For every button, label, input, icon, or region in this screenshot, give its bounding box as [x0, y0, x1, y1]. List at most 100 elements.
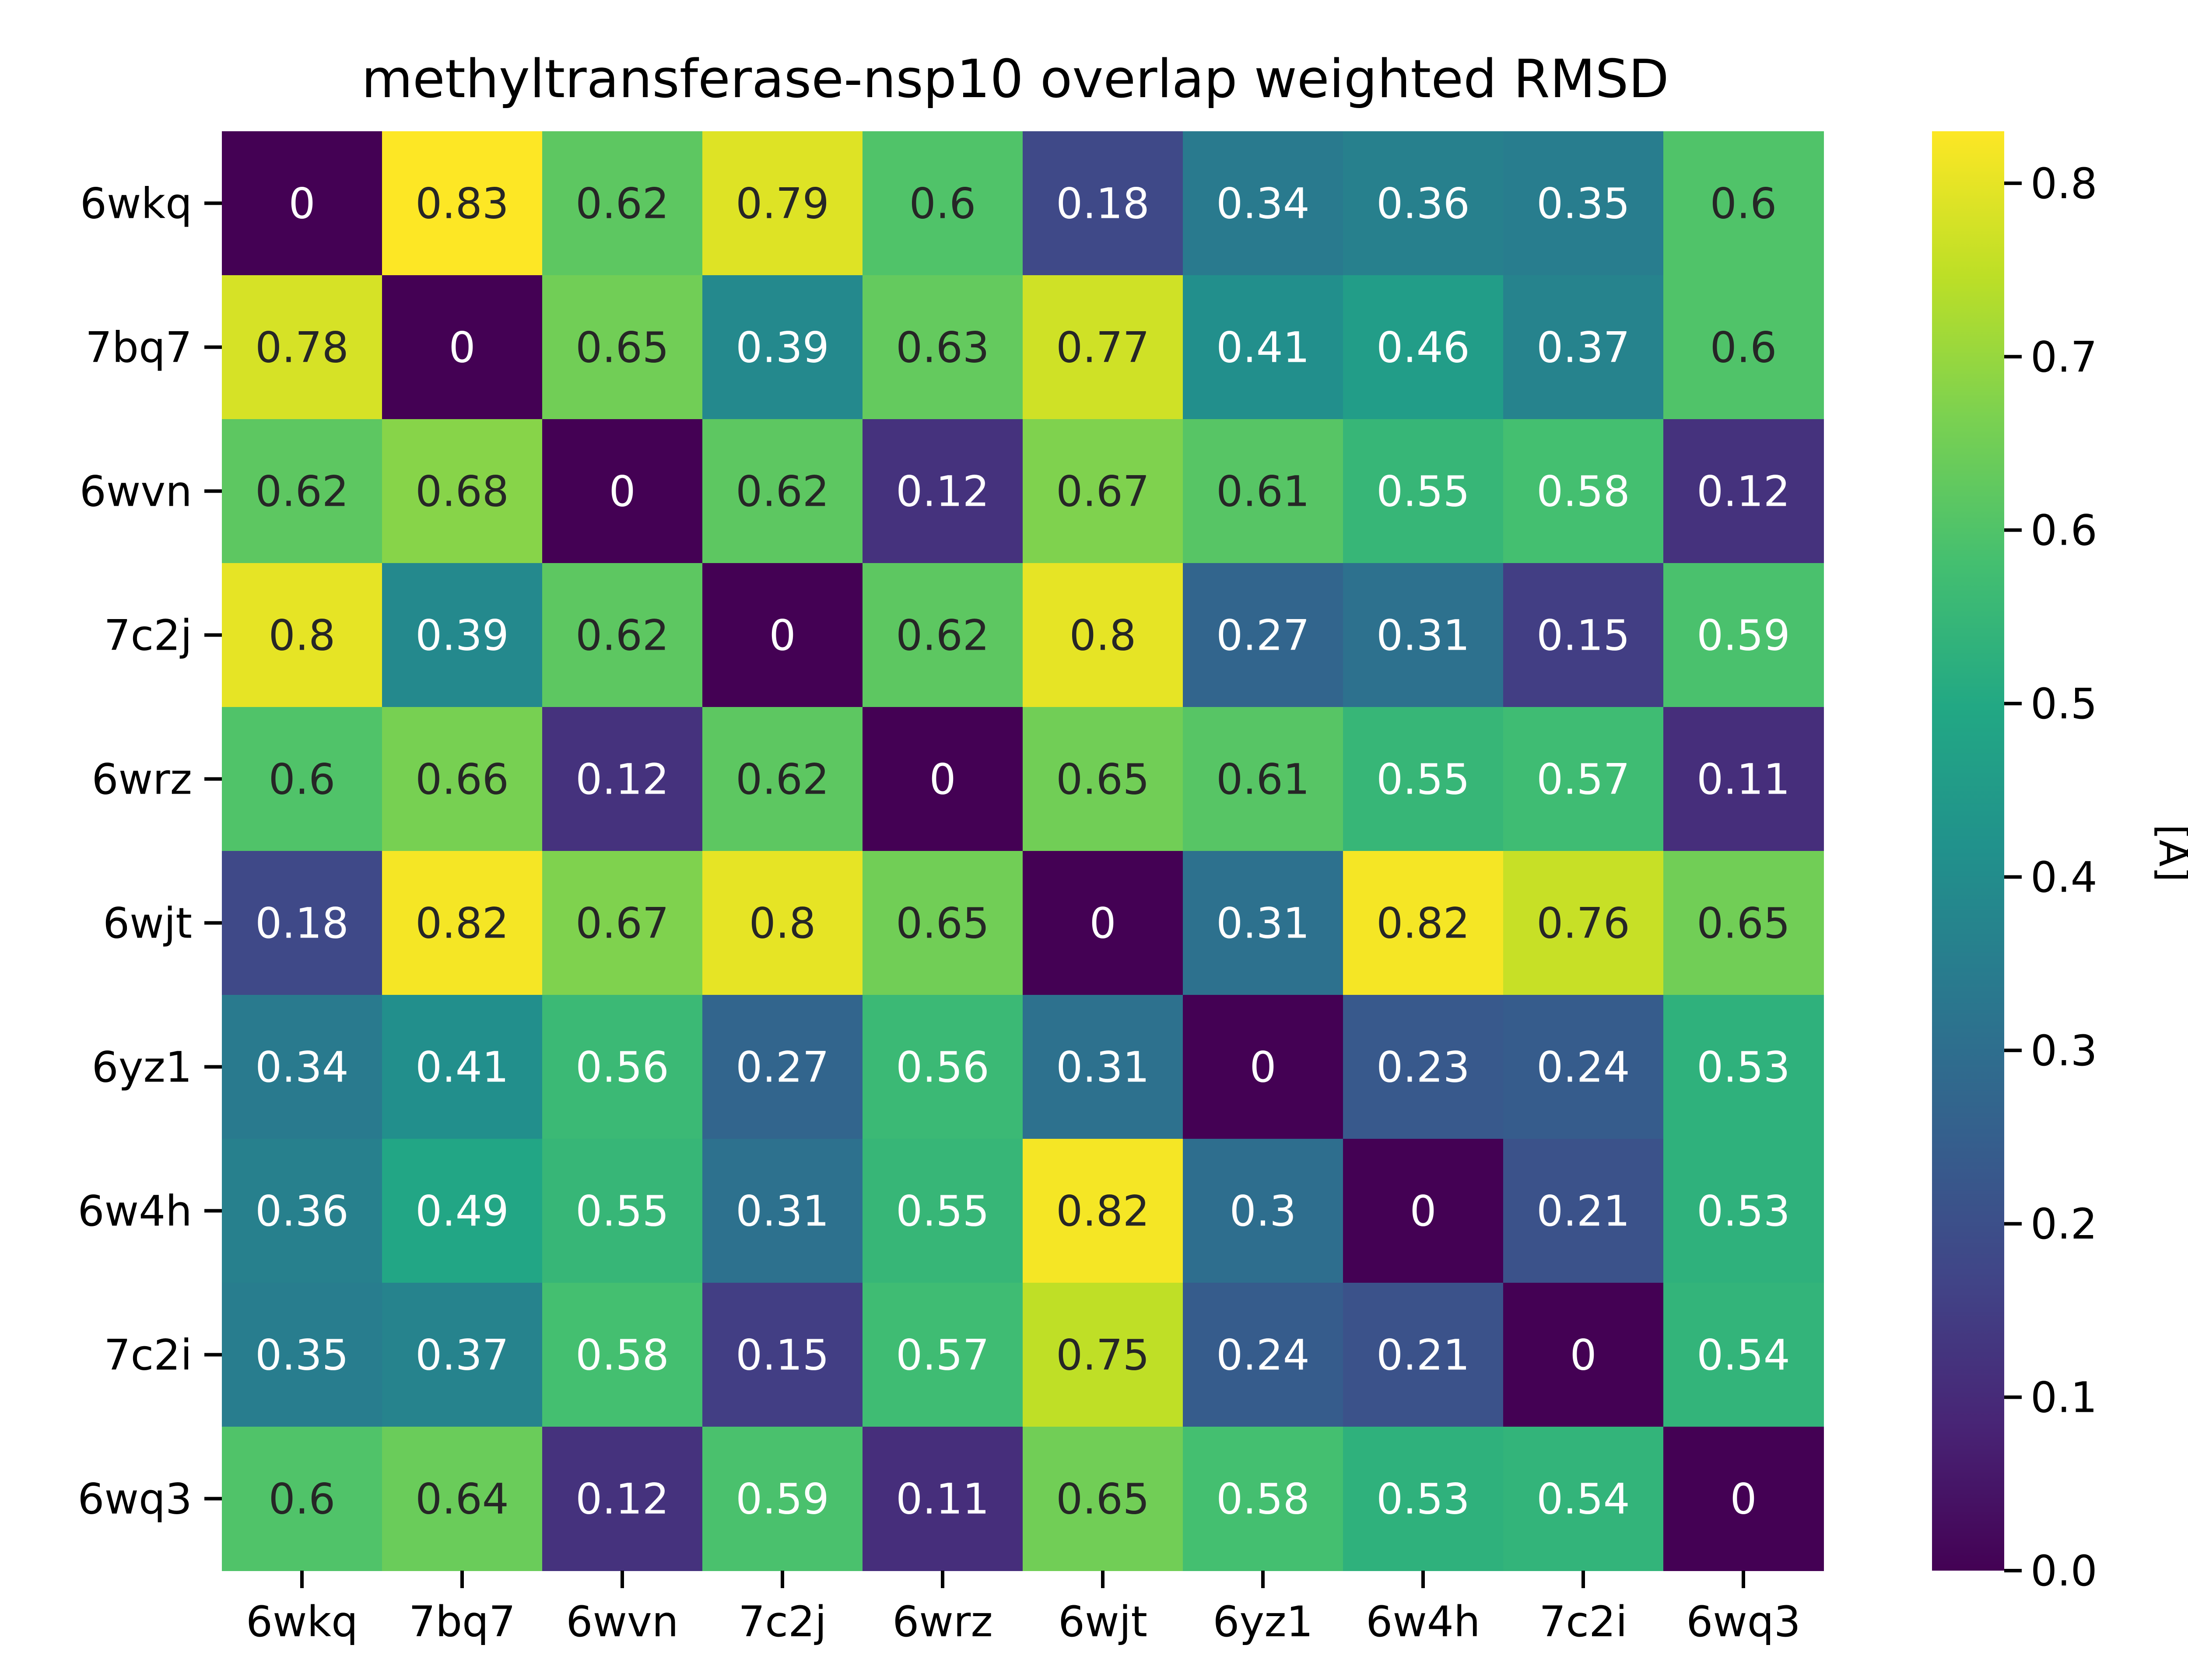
chart-title: methyltransferase-nsp10 overlap weighted…	[361, 49, 1669, 110]
cell-value-label: 0.3	[1230, 1187, 1297, 1236]
heatmap-cell	[1023, 419, 1183, 564]
y-tick-label: 6wrz	[92, 755, 192, 804]
x-tick-label: 7c2i	[1539, 1597, 1627, 1646]
heatmap-cell	[1503, 563, 1664, 707]
cell-value-label: 0.58	[1216, 1475, 1310, 1524]
heatmap-cell	[382, 1139, 543, 1283]
cell-value-label: 0.12	[1697, 467, 1790, 516]
heatmap-cell	[1183, 851, 1343, 995]
cell-value-label: 0.39	[415, 611, 509, 660]
heatmap-cell	[863, 851, 1023, 995]
heatmap-cell	[542, 1139, 703, 1283]
cell-value-label: 0.21	[1536, 1187, 1630, 1236]
cell-value-label: 0	[1570, 1331, 1596, 1380]
heatmap-cell	[1343, 1283, 1504, 1427]
heatmap-cell	[702, 563, 863, 707]
heatmap-cell	[1183, 1427, 1343, 1571]
colorbar-tick-label: 0.1	[2030, 1373, 2097, 1422]
cell-value-label: 0.78	[255, 323, 349, 372]
heatmap-cell	[1663, 563, 1824, 707]
cell-value-label: 0.8	[1069, 611, 1136, 660]
heatmap-cell	[1663, 1283, 1824, 1427]
heatmap-cell	[222, 1427, 382, 1571]
colorbar-tick-label: 0.6	[2030, 506, 2097, 555]
y-tick-label: 7c2j	[104, 611, 192, 660]
heatmap-cell	[1663, 1427, 1824, 1571]
heatmap-cell	[702, 1283, 863, 1427]
cell-value-label: 0.34	[255, 1043, 349, 1092]
heatmap-cell	[222, 851, 382, 995]
heatmap-cell	[1663, 419, 1824, 564]
heatmap-cell	[863, 563, 1023, 707]
cell-value-label: 0.75	[1056, 1331, 1150, 1380]
heatmap-cell	[382, 1427, 543, 1571]
cell-value-label: 0.83	[415, 179, 509, 228]
cell-value-label: 0.68	[415, 467, 509, 516]
cell-value-label: 0.65	[575, 323, 669, 372]
x-axis: 6wkq 7bq7 6wvn 7c2j 6wrz 6wjt 6yz1 6w4h 7c2i 6wq3	[246, 1571, 1801, 1646]
heatmap-cell	[222, 131, 382, 276]
heatmap-cell	[1183, 275, 1343, 420]
heatmap-cell	[1183, 1283, 1343, 1427]
cell-value-label: 0.6	[1710, 323, 1777, 372]
cell-value-label: 0.49	[415, 1187, 509, 1236]
cell-value-label: 0	[1730, 1475, 1757, 1524]
heatmap-cell	[222, 1283, 382, 1427]
cell-value-label: 0.64	[415, 1475, 509, 1524]
cell-value-label: 0.59	[736, 1475, 829, 1524]
heatmap-cell	[222, 995, 382, 1139]
cell-value-label: 0.24	[1216, 1331, 1310, 1380]
heatmap-cell	[863, 1427, 1023, 1571]
heatmap-cell	[382, 851, 543, 995]
y-tick-label: 6w4h	[77, 1187, 192, 1236]
cell-value-label: 0.36	[255, 1187, 349, 1236]
colorbar-tick-label: 0.7	[2030, 332, 2097, 382]
cell-value-label: 0.6	[269, 1475, 336, 1524]
x-tick-label: 6wq3	[1686, 1597, 1801, 1646]
cell-value-label: 0.11	[1697, 755, 1790, 804]
heatmap-cell	[1503, 1427, 1664, 1571]
x-tick-label: 6wvn	[566, 1597, 678, 1646]
heatmap-cell	[1503, 275, 1664, 420]
cell-value-label: 0.41	[415, 1043, 509, 1092]
cell-value-label: 0.62	[575, 611, 669, 660]
heatmap-cell	[863, 707, 1023, 851]
cell-value-label: 0.77	[1056, 323, 1150, 372]
heatmap-cell	[1503, 419, 1664, 564]
cell-value-label: 0.54	[1697, 1331, 1790, 1380]
heatmap-cell	[702, 1427, 863, 1571]
cell-value-label: 0.65	[1056, 755, 1150, 804]
heatmap-cell	[863, 419, 1023, 564]
y-axis: 6wkq 7bq7 6wvn 7c2j 6wrz 6wjt 6yz1 6w4h 7c2i 6wq3	[77, 179, 222, 1524]
cell-value-label: 0.6	[269, 755, 336, 804]
heatmap-cell	[1023, 1283, 1183, 1427]
heatmap-cell	[1503, 131, 1664, 276]
cell-value-label: 0.12	[896, 467, 989, 516]
heatmap-cell	[702, 419, 863, 564]
y-tick-label: 6wkq	[80, 179, 192, 228]
cell-value-label: 0.62	[255, 467, 349, 516]
heatmap-cell	[542, 1427, 703, 1571]
cell-value-label: 0.61	[1216, 755, 1310, 804]
cell-value-label: 0.23	[1376, 1043, 1470, 1092]
heatmap-cell	[1663, 851, 1824, 995]
heatmap-cell	[863, 995, 1023, 1139]
cell-value-label: 0.62	[896, 611, 989, 660]
cell-value-label: 0.59	[1697, 611, 1790, 660]
cell-value-label: 0.67	[575, 899, 669, 948]
cell-value-label: 0	[929, 755, 956, 804]
cell-value-label: 0.41	[1216, 323, 1310, 372]
cell-value-label: 0.37	[1536, 323, 1630, 372]
cell-value-label: 0	[1249, 1043, 1276, 1092]
heatmap-cell	[222, 275, 382, 420]
y-tick-label: 6wq3	[77, 1475, 192, 1524]
cell-value-label: 0.62	[575, 179, 669, 228]
cell-value-label: 0.79	[736, 179, 829, 228]
x-tick-label: 6wkq	[246, 1597, 358, 1646]
heatmap-cell	[1503, 851, 1664, 995]
cell-value-label: 0.18	[1056, 179, 1150, 228]
heatmap-cell	[1183, 1139, 1343, 1283]
heatmap-cell	[1663, 131, 1824, 276]
cell-value-label: 0.65	[1697, 899, 1790, 948]
y-tick-label: 6yz1	[92, 1043, 192, 1092]
